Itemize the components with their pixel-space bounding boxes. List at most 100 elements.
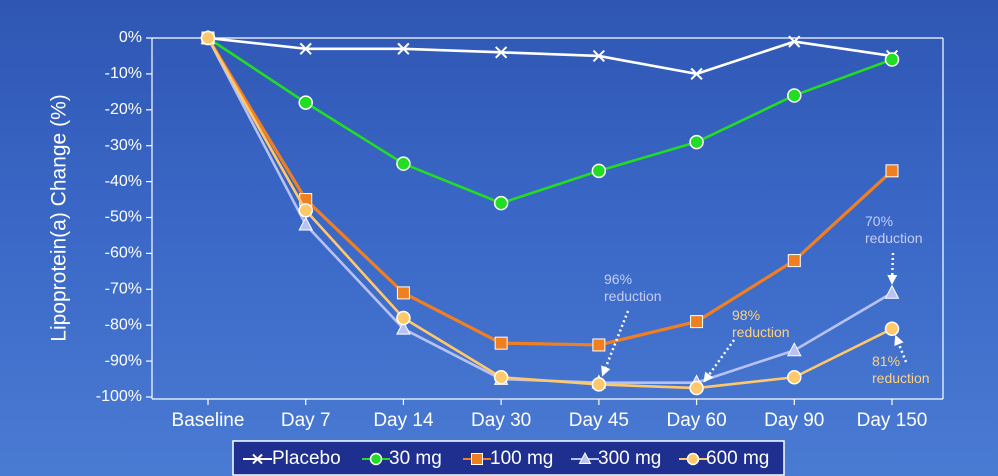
x-tick-label: Day 60 bbox=[666, 410, 726, 431]
annotation-text: 96% bbox=[604, 271, 632, 287]
legend-marker bbox=[471, 453, 483, 465]
data-point bbox=[298, 203, 313, 218]
annotation: 96%reduction bbox=[601, 271, 662, 377]
legend-entry-300-mg: 300 mg bbox=[571, 448, 661, 469]
y-tick-label: -10% bbox=[105, 65, 142, 82]
data-point bbox=[298, 216, 314, 231]
data-point bbox=[592, 49, 605, 63]
annotation: 70%reduction bbox=[865, 213, 923, 285]
data-point-stroke bbox=[299, 42, 312, 55]
legend-label: 100 mg bbox=[490, 448, 553, 469]
x-tick-label: Day 150 bbox=[857, 410, 928, 431]
y-tick-label: -50% bbox=[105, 209, 142, 226]
annotation: 98%reduction bbox=[703, 307, 790, 383]
data-point bbox=[396, 156, 411, 171]
y-tick-label: -70% bbox=[105, 281, 142, 298]
series-600-mg bbox=[200, 30, 900, 396]
annotation-text: 70% bbox=[865, 213, 893, 229]
series-line bbox=[207, 36, 893, 205]
legend: Placebo 30 mg 100 mg 300 mg 600 mg bbox=[232, 440, 785, 476]
legend-label: Placebo bbox=[272, 448, 341, 469]
annotation-arrow bbox=[601, 310, 630, 377]
annotation-text: reduction bbox=[865, 230, 923, 246]
y-tick-label: -100% bbox=[96, 388, 142, 405]
data-point-stroke bbox=[690, 67, 703, 81]
x-tick-label: Day 7 bbox=[281, 410, 331, 431]
data-point bbox=[885, 164, 899, 178]
data-point bbox=[884, 321, 900, 337]
y-tick-label: -60% bbox=[105, 245, 142, 262]
annotation-text: 98% bbox=[732, 307, 760, 323]
data-point bbox=[788, 35, 801, 48]
data-point bbox=[787, 254, 801, 268]
data-point bbox=[200, 30, 216, 46]
legend-items: Placebo 30 mg 100 mg 300 mg 600 mg bbox=[243, 448, 769, 469]
data-point bbox=[884, 52, 900, 67]
series-30-mg bbox=[200, 30, 900, 211]
data-point bbox=[396, 286, 410, 300]
y-tick-label: -40% bbox=[105, 173, 142, 190]
data-point bbox=[787, 370, 802, 385]
x-ticks: Baseline Day 7 Day 14 Day 30 Day 45 Day 60 Day… bbox=[172, 399, 928, 431]
data-point bbox=[493, 195, 509, 211]
y-tick-label: -20% bbox=[105, 101, 142, 118]
legend-marker bbox=[578, 451, 592, 465]
x-tick-label: Day 45 bbox=[569, 410, 629, 431]
legend-label: 300 mg bbox=[598, 448, 661, 469]
annotation-arrow bbox=[703, 339, 736, 383]
data-point bbox=[493, 370, 509, 385]
legend-marker bbox=[252, 453, 263, 465]
legend-entry-30-mg: 30 mg bbox=[362, 448, 442, 469]
data-point bbox=[690, 67, 703, 81]
data-point bbox=[495, 46, 508, 59]
annotation-text: reduction bbox=[604, 288, 662, 304]
y-ticks: 0% -10% -20% -30% -40% -50% -60% -70% -80% -90% -1… bbox=[96, 29, 152, 405]
data-point bbox=[884, 284, 900, 299]
annotation-text: 81% bbox=[872, 353, 900, 369]
legend-entry-600-mg: 600 mg bbox=[679, 448, 769, 469]
legend-marker bbox=[686, 452, 700, 466]
legend-marker bbox=[369, 452, 383, 466]
annotation-text: reduction bbox=[732, 324, 790, 340]
data-point bbox=[494, 336, 508, 350]
data-point bbox=[396, 320, 411, 335]
legend-label: 30 mg bbox=[389, 448, 442, 469]
plot-area bbox=[151, 37, 944, 400]
annotation: 81%reduction bbox=[872, 334, 930, 386]
x-tick-label: Day 90 bbox=[764, 410, 824, 431]
data-point bbox=[397, 42, 410, 55]
y-tick-label: 0% bbox=[119, 29, 142, 46]
data-point-stroke bbox=[495, 46, 508, 59]
data-point-stroke bbox=[788, 35, 801, 48]
y-tick-label: -90% bbox=[105, 352, 142, 369]
y-tick-label: -80% bbox=[105, 316, 142, 333]
data-point bbox=[396, 310, 411, 326]
data-point-stroke bbox=[592, 49, 605, 63]
data-point-stroke bbox=[397, 42, 410, 55]
data-point bbox=[592, 338, 606, 352]
x-tick-label: Day 14 bbox=[373, 410, 434, 431]
y-tick-label: -30% bbox=[105, 137, 142, 154]
data-point bbox=[591, 163, 607, 179]
data-point bbox=[786, 342, 802, 357]
series-line bbox=[206, 37, 894, 347]
x-tick-label: Day 30 bbox=[471, 410, 531, 431]
legend-marker-stroke bbox=[252, 453, 263, 465]
series-100-mg bbox=[201, 31, 899, 352]
y-axis-label: Lipoprotein(a) Change (%) bbox=[48, 94, 71, 341]
legend-label: 600 mg bbox=[706, 448, 769, 469]
series-line bbox=[206, 37, 893, 390]
series-line bbox=[207, 36, 893, 76]
series-layer bbox=[200, 29, 900, 396]
data-point bbox=[591, 377, 607, 392]
x-tick-label: Baseline bbox=[172, 410, 245, 431]
data-point bbox=[299, 42, 312, 55]
data-point bbox=[787, 88, 802, 103]
legend-entry-placebo: Placebo bbox=[243, 448, 341, 469]
legend-entry-100-mg: 100 mg bbox=[463, 448, 553, 469]
data-point bbox=[689, 380, 704, 396]
data-point bbox=[690, 315, 704, 329]
data-point bbox=[689, 134, 704, 150]
series-placebo bbox=[201, 31, 899, 81]
